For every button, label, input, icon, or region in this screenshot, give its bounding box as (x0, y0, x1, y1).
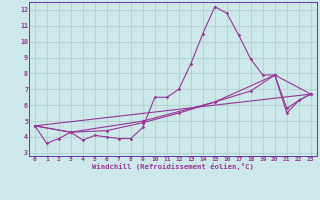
X-axis label: Windchill (Refroidissement éolien,°C): Windchill (Refroidissement éolien,°C) (92, 163, 254, 170)
